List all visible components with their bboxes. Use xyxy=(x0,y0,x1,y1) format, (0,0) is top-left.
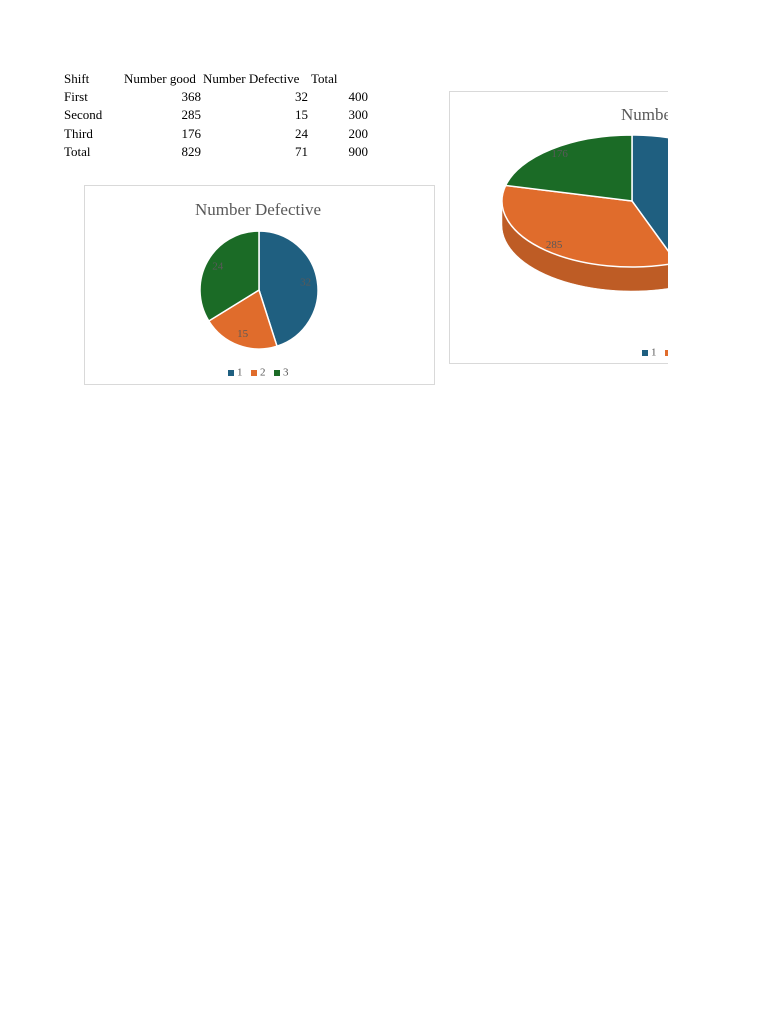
pie-slice xyxy=(631,134,668,252)
legend-label: 1 xyxy=(651,347,657,359)
data-label: 32 xyxy=(300,276,311,288)
legend-swatch xyxy=(274,370,280,376)
table-cell: 32 xyxy=(295,89,308,104)
table-cell: 400 xyxy=(348,89,369,104)
data-label: 285 xyxy=(546,239,563,251)
pie-slice xyxy=(258,230,319,348)
data-label: 15 xyxy=(237,328,249,340)
table-cell: 300 xyxy=(348,107,369,122)
legend-label: 2 xyxy=(260,367,266,379)
data-label: 24 xyxy=(212,261,224,273)
chart: Number good368285176123 xyxy=(449,91,668,364)
table-cell: Third xyxy=(64,126,93,141)
pie-slice xyxy=(504,134,633,202)
legend-swatch xyxy=(251,370,257,376)
table-cell: 900 xyxy=(348,144,369,159)
legend-swatch xyxy=(228,370,234,376)
table-cell: First xyxy=(64,89,88,104)
table-header: Number Defective xyxy=(203,71,300,86)
legend-label: 1 xyxy=(237,367,243,379)
pie-slice xyxy=(501,184,668,268)
table-cell: 368 xyxy=(181,89,202,104)
legend-swatch xyxy=(642,350,648,356)
table-cell: 15 xyxy=(295,107,308,122)
chart: Number Defective 32 15 24 1 2 3 xyxy=(84,185,435,385)
chart-title: Number good xyxy=(621,105,668,124)
legend-label: 3 xyxy=(283,367,289,379)
table-cell: 200 xyxy=(348,126,369,141)
table-cell: 24 xyxy=(295,126,308,141)
data-label: 176 xyxy=(551,148,568,160)
pie-slice xyxy=(207,288,278,350)
table-header: Number good xyxy=(124,71,196,86)
table-cell: Total xyxy=(64,144,91,159)
chart-title: Number Defective xyxy=(195,200,321,219)
table-cell: 285 xyxy=(181,107,202,122)
legend-swatch xyxy=(665,350,668,356)
table-cell: 71 xyxy=(295,144,308,159)
table-cell: Second xyxy=(64,107,103,122)
pie-slice xyxy=(199,230,260,323)
table-header: Shift xyxy=(64,71,90,86)
table-cell: 829 xyxy=(181,144,202,159)
table-cell: 176 xyxy=(181,126,202,141)
chart-frame: Number good368285176123 xyxy=(449,91,668,364)
table-header: Total xyxy=(311,71,338,86)
